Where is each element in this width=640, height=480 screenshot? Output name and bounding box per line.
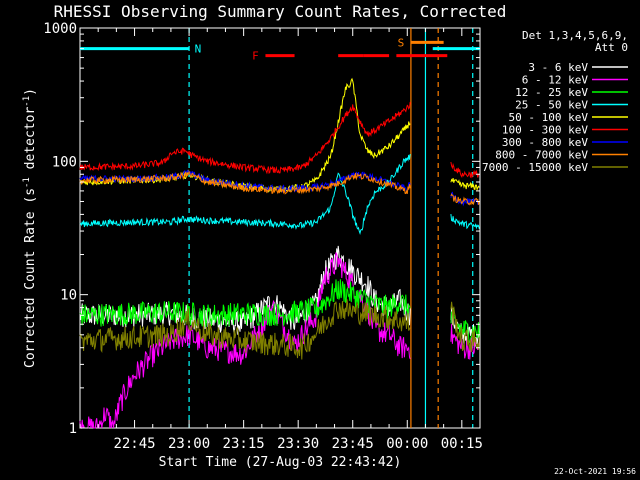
series-line xyxy=(79,245,411,335)
legend-label: 100 - 300 keV xyxy=(502,124,588,137)
legend-label: 25 - 50 keV xyxy=(515,99,588,112)
legend-header-line2: Att 0 xyxy=(595,41,628,54)
flag-bars: N F S xyxy=(80,36,480,63)
y-axis-label-sup2: -1 xyxy=(22,96,32,107)
series-line xyxy=(79,101,411,175)
flag-label: S xyxy=(398,36,405,49)
flag-label: N xyxy=(195,43,202,56)
y-axis-label-end: ) xyxy=(23,88,38,96)
legend-header-line1: Det 1,3,4,5,6,9, xyxy=(522,29,628,42)
x-axis-label: Start Time (27-Aug-03 22:43:42) xyxy=(159,455,402,470)
x-tick-label: 23:15 xyxy=(223,436,265,452)
series-line xyxy=(79,279,411,328)
series-line xyxy=(79,153,411,235)
x-tick-label: 00:00 xyxy=(386,436,428,452)
x-tick-label: 23:00 xyxy=(168,436,210,452)
series-line xyxy=(79,170,411,195)
legend-label: 50 - 100 keV xyxy=(509,111,589,124)
x-axis: 22:45 23:00 23:15 23:30 23:45 00:00 00:15 xyxy=(79,28,483,452)
series-line xyxy=(450,161,480,179)
y-axis-label-mid: detector xyxy=(23,107,38,178)
series-line xyxy=(450,301,480,353)
y-axis-label-sup1: -1 xyxy=(22,177,32,188)
chart-title: RHESSI Observing Summary Count Rates, Co… xyxy=(54,2,507,21)
legend-label: 800 - 7000 keV xyxy=(495,149,588,162)
x-tick-label: 00:15 xyxy=(441,436,483,452)
y-axis-label: Corrected Count Rate (s-1 detector-1) xyxy=(22,88,38,368)
generation-timestamp: 22-Oct-2021 19:56 xyxy=(554,467,636,476)
y-axis-label-main: Corrected Count Rate (s xyxy=(23,188,38,368)
y-tick-label: 100 xyxy=(52,154,77,170)
x-tick-label: 23:30 xyxy=(277,436,319,452)
series-line xyxy=(450,193,480,206)
series-line xyxy=(79,299,411,360)
x-tick-label: 23:45 xyxy=(332,436,374,452)
x-tick-label: 22:45 xyxy=(113,436,155,452)
series-group xyxy=(79,77,480,430)
legend-label: 7000 - 15000 keV xyxy=(482,161,588,174)
legend-label: 3 - 6 keV xyxy=(528,61,588,74)
legend-label: 6 - 12 keV xyxy=(522,74,589,87)
legend-label: 300 - 800 keV xyxy=(502,136,588,149)
series-line xyxy=(450,214,480,230)
y-tick-label: 1 xyxy=(69,421,77,437)
flag-label: F xyxy=(252,50,259,63)
vertical-markers xyxy=(188,28,474,428)
series-line xyxy=(450,324,480,360)
legend-label: 12 - 25 keV xyxy=(515,86,588,99)
y-tick-label: 1000 xyxy=(43,21,77,37)
y-axis: 1 10 100 1000 xyxy=(43,21,480,437)
series-line xyxy=(450,177,480,192)
y-tick-label: 10 xyxy=(60,288,77,304)
